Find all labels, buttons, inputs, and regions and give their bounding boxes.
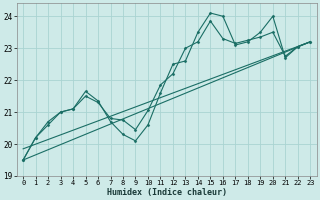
X-axis label: Humidex (Indice chaleur): Humidex (Indice chaleur) [107, 188, 227, 197]
